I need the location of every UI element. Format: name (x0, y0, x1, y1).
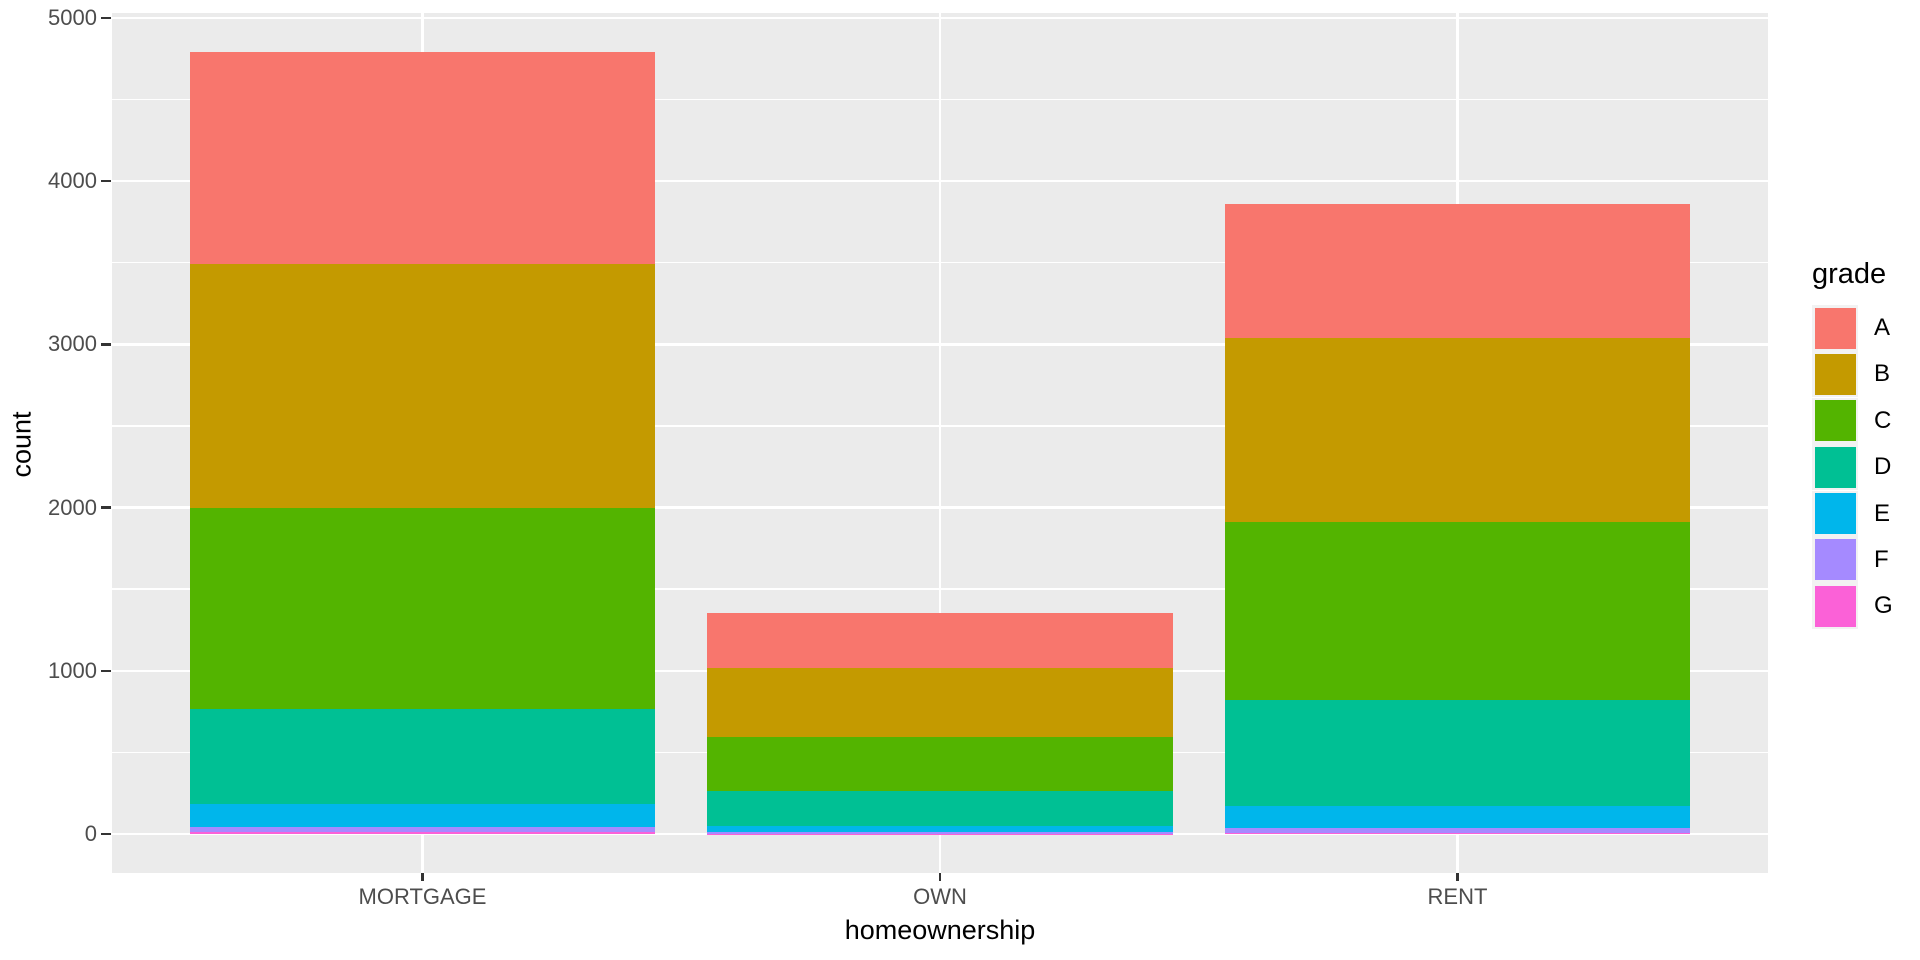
bar-segment-own-d (707, 790, 1173, 826)
y-axis-tick-label: 3000 (48, 331, 97, 357)
y-axis-tick (101, 179, 111, 183)
bar-segment-rent-b (1224, 338, 1691, 522)
x-axis-tick-label-mortgage: MORTGAGE (358, 884, 487, 909)
legend-key (1812, 444, 1858, 491)
x-axis-title: homeownership (844, 915, 1036, 945)
legend-item-g: G (1812, 583, 1893, 630)
legend-item-f: F (1812, 536, 1889, 583)
legend-item-a: A (1812, 305, 1890, 351)
legend-item-c: C (1812, 397, 1891, 444)
legend-item-d: D (1812, 444, 1891, 491)
bar-segment-mortgage-c (189, 508, 656, 709)
x-axis-tick-label-own: OWN (913, 884, 967, 909)
y-axis-tick-label: 0 (84, 821, 97, 846)
bar-mortgage (189, 52, 656, 834)
bar-segment-rent-g (1224, 833, 1691, 834)
legend-label-c: C (1874, 406, 1892, 434)
legend-key (1812, 536, 1858, 583)
x-axis-tick (1456, 873, 1459, 881)
legend-key (1812, 583, 1858, 630)
legend-swatch-b (1814, 353, 1856, 395)
bar-segment-own-b (707, 668, 1173, 737)
bar-own (707, 613, 1173, 834)
bar-rent (1224, 204, 1691, 834)
bar-segment-mortgage-g (189, 832, 656, 834)
bar-segment-rent-e (1224, 806, 1691, 829)
legend-key (1812, 305, 1858, 351)
legend-swatch-f (1814, 539, 1856, 581)
legend-swatch-d (1814, 446, 1856, 488)
plot-panel (112, 13, 1768, 873)
legend-key (1812, 490, 1858, 537)
x-axis-tick (421, 873, 424, 881)
legend-label-b: B (1874, 360, 1891, 388)
y-axis-tick-label: 4000 (48, 168, 97, 193)
bar-segment-rent-d (1224, 700, 1691, 807)
legend-label-g: G (1874, 592, 1893, 620)
bar-segment-rent-c (1224, 521, 1691, 701)
bar-segment-rent-f (1224, 828, 1691, 834)
legend-label-a: A (1874, 314, 1891, 341)
y-axis-tick (101, 343, 111, 346)
bar-segment-mortgage-a (189, 52, 656, 265)
bar-segment-mortgage-e (189, 803, 656, 828)
y-axis-tick (101, 832, 111, 836)
bar-segment-mortgage-b (189, 264, 656, 509)
legend-swatch-e (1814, 493, 1856, 535)
legend-swatch-c (1814, 400, 1856, 442)
x-axis-tick (938, 873, 942, 881)
legend-key (1812, 397, 1858, 444)
legend-label-f: F (1874, 545, 1889, 573)
legend-label-d: D (1874, 453, 1892, 481)
legend-title: grade (1812, 258, 1887, 290)
x-major-gridline (938, 13, 942, 873)
x-axis-tick-label-rent: RENT (1427, 884, 1488, 909)
legend-swatch-g (1814, 585, 1856, 627)
bar-segment-own-a (707, 613, 1173, 669)
legend-item-e: E (1812, 490, 1890, 537)
legend-label-e: E (1874, 499, 1891, 527)
legend-key (1812, 351, 1858, 398)
bar-segment-mortgage-d (189, 708, 656, 804)
bar-segment-own-f (707, 832, 1173, 834)
y-axis-tick-label: 5000 (48, 4, 97, 30)
y-axis-tick (101, 506, 111, 509)
bar-segment-own-c (707, 736, 1173, 791)
y-axis-tick (101, 16, 111, 19)
y-axis-tick (101, 669, 111, 672)
y-axis-tick-label: 2000 (48, 494, 97, 520)
bar-segment-rent-a (1224, 204, 1691, 339)
y-axis-tick-label: 1000 (48, 657, 97, 683)
legend-swatch-a (1814, 307, 1856, 349)
bar-segment-mortgage-f (189, 827, 656, 833)
bar-segment-own-e (707, 825, 1173, 833)
legend-item-b: B (1812, 351, 1890, 398)
